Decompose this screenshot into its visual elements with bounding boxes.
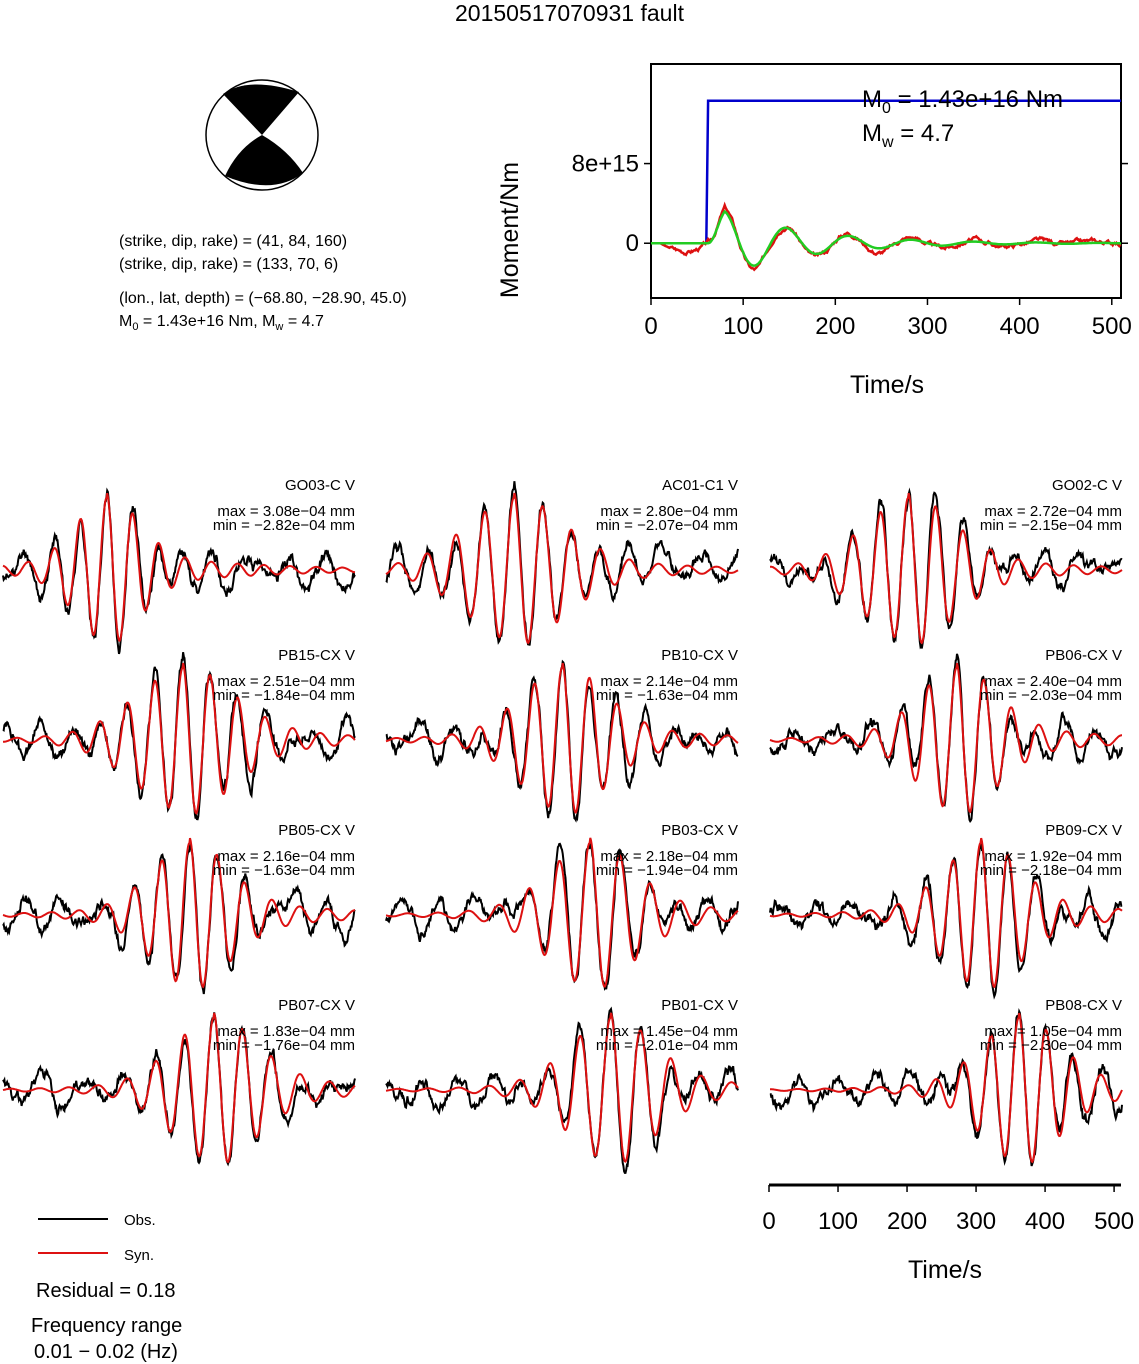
legend-obs-label: Obs.	[124, 1212, 156, 1229]
station-max: max = 2.72e−04 mm	[984, 503, 1122, 520]
location-depth: (lon., lat, depth) = (−68.80, −28.90, 45…	[119, 290, 407, 307]
station-max: max = 3.08e−04 mm	[217, 503, 355, 520]
moment-xtick-label: 400	[1000, 313, 1040, 340]
moment-plot-frame	[650, 63, 1122, 299]
legend-syn-label: Syn.	[124, 1247, 155, 1264]
station-max: max = 2.40e−04 mm	[984, 673, 1122, 690]
station-max: max = 1.45e−04 mm	[600, 1023, 738, 1040]
station-min: min = −2.01e−04 mm	[595, 1037, 738, 1054]
waveform-xlabel: Time/s	[908, 1256, 982, 1284]
syn-trace	[385, 837, 739, 988]
station-name: PB09-CX V	[1045, 822, 1122, 839]
station-min: min = −2.30e−04 mm	[979, 1037, 1122, 1054]
waveform-grid	[2, 481, 1123, 1174]
moment-ytick-label: 0	[626, 230, 639, 257]
residual-label: Residual = 0.18	[36, 1280, 176, 1302]
syn-trace	[3, 662, 356, 815]
station-name: AC01-C1 V	[662, 477, 738, 494]
mw-value-text: = 4.7	[283, 313, 324, 330]
legend	[38, 1218, 108, 1254]
station-max: max = 1.83e−04 mm	[217, 1023, 355, 1040]
page-title: 20150517070931 fault	[455, 0, 684, 26]
station-min: min = −1.63e−04 mm	[212, 862, 355, 879]
moment-xlabel: Time/s	[850, 371, 924, 399]
mw-letter: M	[862, 120, 882, 147]
syn-trace	[385, 492, 739, 645]
station-name: PB01-CX V	[661, 997, 738, 1014]
station-max: max = 2.16e−04 mm	[217, 848, 355, 865]
station-name: PB15-CX V	[278, 647, 355, 664]
station-name: PB10-CX V	[661, 647, 738, 664]
m0-value: = 1.43e+16 Nm	[890, 86, 1064, 113]
moment-xtick-label: 200	[815, 313, 855, 340]
bottom-xtick-label: 200	[887, 1208, 927, 1235]
station-min: min = −2.15e−04 mm	[979, 517, 1122, 534]
moment-series-2	[651, 209, 1121, 267]
station-max: max = 2.18e−04 mm	[600, 848, 738, 865]
moment-chart: 0 100 200 300 400 500 0 8e+15 Moment/Nm Time/s	[496, 63, 1132, 399]
moment-magnitude-info: M0 = 1.43e+16 Nm, Mw = 4.7	[119, 313, 324, 336]
syn-trace	[2, 492, 356, 643]
station-name: PB05-CX V	[278, 822, 355, 839]
station-min: min = −2.82e−04 mm	[212, 517, 355, 534]
mw-subscript: w	[275, 321, 284, 334]
station-min: min = −1.63e−04 mm	[595, 687, 738, 704]
moment-ylabel: Moment/Nm	[496, 162, 524, 298]
station-min: min = −1.76e−04 mm	[212, 1037, 355, 1054]
moment-xtick-label: 0	[644, 313, 657, 340]
station-name: PB08-CX V	[1045, 997, 1122, 1014]
moment-xtick-label: 500	[1092, 313, 1132, 340]
syn-trace	[385, 1012, 739, 1163]
station-name: PB06-CX V	[1045, 647, 1122, 664]
syn-trace	[2, 837, 355, 989]
station-min: min = −1.84e−04 mm	[212, 687, 355, 704]
syn-trace	[385, 662, 739, 814]
syn-trace	[769, 837, 1123, 989]
station-max: max = 2.14e−04 mm	[600, 673, 738, 690]
station-max: max = 1.05e−04 mm	[984, 1023, 1122, 1040]
beachball-icon	[205, 79, 319, 191]
station-name: PB07-CX V	[278, 997, 355, 1014]
station-name: PB03-CX V	[661, 822, 738, 839]
bottom-xtick-label: 0	[762, 1208, 775, 1235]
m0-subscript: 0	[132, 321, 139, 334]
station-min: min = −2.07e−04 mm	[595, 517, 738, 534]
station-max: max = 1.92e−04 mm	[984, 848, 1122, 865]
station-min: min = −1.94e−04 mm	[595, 862, 738, 879]
station-max: max = 2.51e−04 mm	[217, 673, 355, 690]
m0-subscript: 0	[882, 99, 891, 117]
syn-trace	[2, 1012, 356, 1164]
station-min: min = −2.18e−04 mm	[979, 862, 1122, 879]
moment-ytick-label: 8e+15	[572, 151, 639, 178]
waveform-time-axis: Time/s 0 100 200 300 400 500	[762, 1183, 1134, 1284]
bottom-xtick-label: 300	[956, 1208, 996, 1235]
m0-value-text: = 1.43e+16 Nm, M	[138, 313, 276, 330]
station-name: GO02-C V	[1051, 477, 1122, 494]
frequency-range: 0.01 − 0.02 (Hz)	[34, 1341, 178, 1363]
m0-letter: M	[862, 86, 882, 113]
frequency-label: Frequency range	[31, 1315, 183, 1337]
bottom-xtick-label: 100	[818, 1208, 858, 1235]
bottom-xtick-label: 500	[1094, 1208, 1134, 1235]
station-name: GO03-C V	[284, 477, 355, 494]
moment-xtick-label: 100	[723, 313, 763, 340]
m0-letter: M	[119, 313, 133, 330]
moment-annotation-m0: M0 = 1.43e+16 Nm	[862, 86, 1063, 118]
moment-annotation-mw: Mw = 4.7	[862, 120, 954, 152]
syn-trace	[769, 662, 1122, 814]
bottom-xtick-label: 400	[1025, 1208, 1065, 1235]
station-max: max = 2.80e−04 mm	[600, 503, 738, 520]
moment-series-1	[651, 201, 1122, 272]
mw-subscript: w	[882, 133, 894, 151]
syn-trace	[770, 492, 1123, 645]
nodal-plane-2: (strike, dip, rake) = (133, 70, 6)	[119, 256, 339, 273]
mw-value: = 4.7	[893, 120, 955, 147]
nodal-plane-1: (strike, dip, rake) = (41, 84, 160)	[119, 233, 348, 250]
syn-trace	[770, 1012, 1123, 1164]
station-min: min = −2.03e−04 mm	[979, 687, 1122, 704]
moment-xtick-label: 300	[907, 313, 947, 340]
